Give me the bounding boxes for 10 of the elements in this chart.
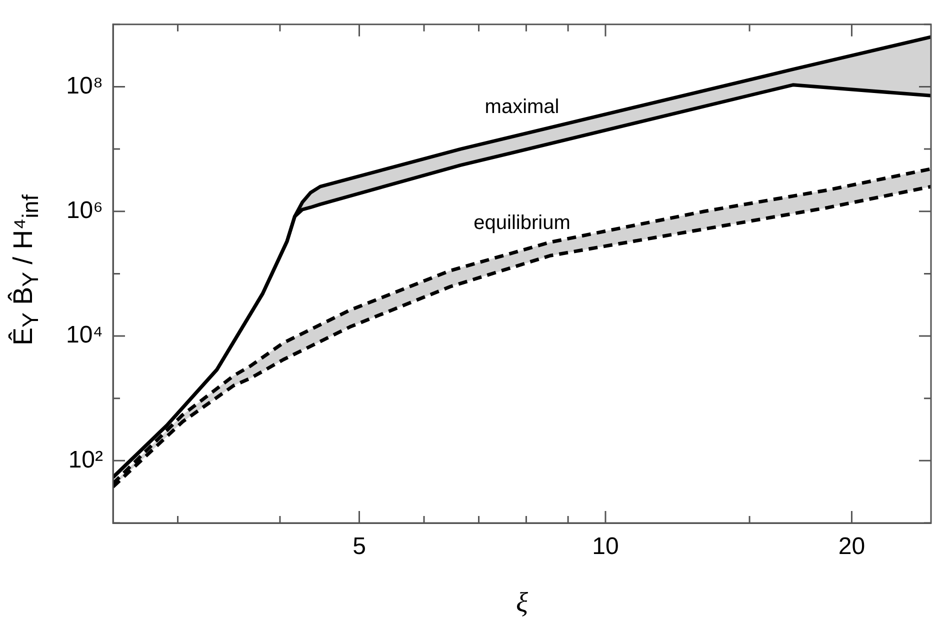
series-label: maximal <box>484 96 560 118</box>
y-tick-label: 10⁴ <box>66 322 103 349</box>
y-tick-label: 10⁶ <box>66 197 103 224</box>
x-axis-title: ξ <box>516 588 528 619</box>
x-tick-label: 5 <box>352 533 366 560</box>
y-tick-label: 10² <box>68 446 104 474</box>
series-label: equilibrium <box>474 212 570 234</box>
x-tick-label: 20 <box>838 533 866 560</box>
y-tick-label: 10⁸ <box>66 72 103 100</box>
x-tick-label: 10 <box>592 533 619 560</box>
